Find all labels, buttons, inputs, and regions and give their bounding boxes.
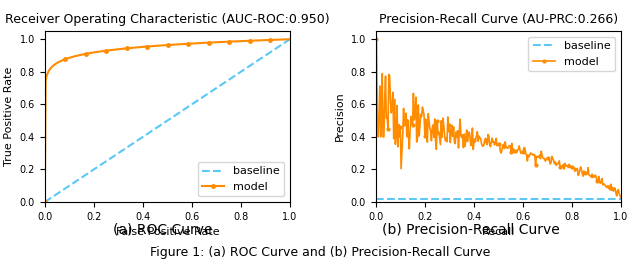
model — [42, 80, 49, 83]
model — [187, 42, 195, 45]
Y-axis label: Precision: Precision — [335, 92, 345, 141]
model — [617, 196, 625, 199]
Legend: baseline, model: baseline, model — [198, 162, 284, 197]
model — [372, 38, 380, 41]
Line: model: model — [43, 38, 292, 204]
model — [522, 152, 529, 155]
model — [372, 38, 380, 41]
model — [191, 42, 198, 45]
Legend: baseline, model: baseline, model — [529, 37, 615, 71]
Title: Precision-Recall Curve (AU-PRC:0.266): Precision-Recall Curve (AU-PRC:0.266) — [379, 13, 618, 26]
Y-axis label: True Positive Rate: True Positive Rate — [4, 67, 14, 166]
model — [594, 181, 602, 184]
Text: (b) Precision-Recall Curve: (b) Precision-Recall Curve — [381, 222, 559, 236]
Line: model: model — [374, 38, 622, 198]
model — [579, 172, 586, 175]
model — [517, 152, 525, 155]
Text: Figure 1: (a) ROC Curve and (b) Precision-Recall Curve: Figure 1: (a) ROC Curve and (b) Precisio… — [150, 246, 490, 259]
X-axis label: False Positive Rate: False Positive Rate — [116, 227, 219, 237]
X-axis label: Recall: Recall — [481, 227, 515, 237]
Title: Receiver Operating Characteristic (AUC-ROC:0.950): Receiver Operating Characteristic (AUC-R… — [5, 13, 330, 26]
model — [41, 200, 49, 204]
model — [518, 151, 525, 154]
model — [263, 39, 271, 42]
model — [286, 38, 294, 41]
model — [186, 42, 194, 45]
model — [248, 39, 255, 42]
Text: (a) ROC Curve: (a) ROC Curve — [113, 222, 213, 236]
